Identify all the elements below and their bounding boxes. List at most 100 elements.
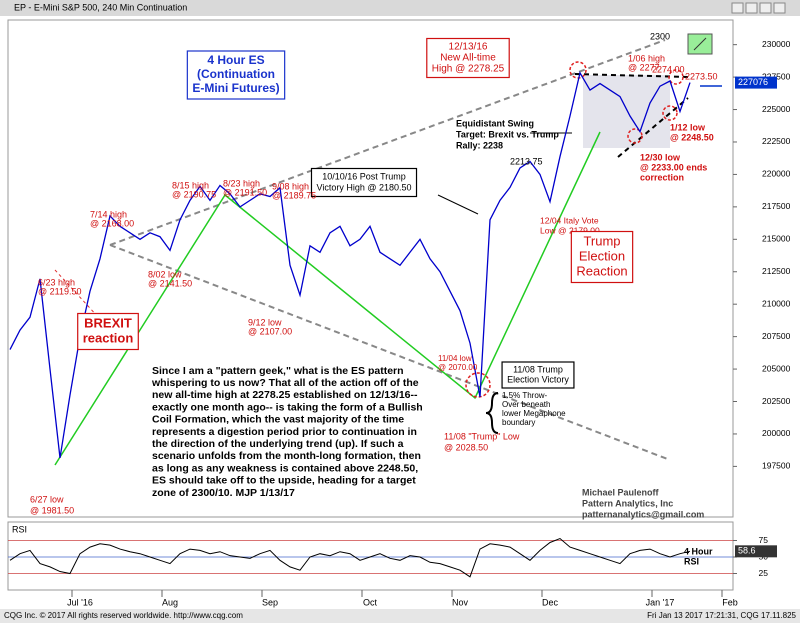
annotation-text: 9/12 low: [248, 317, 282, 327]
y-tick-label: 215000: [762, 234, 791, 244]
plot-frame: [7, 19, 734, 518]
annotation-text: Equidistant Swing: [456, 118, 534, 128]
annotation-text: 11/04 low: [438, 354, 472, 363]
annotation-text: 6/27 low: [30, 494, 64, 504]
annotation-text: exactly one month ago-- is taking the fo…: [152, 401, 423, 413]
last-value-tag: [735, 76, 777, 89]
button[interactable]: [773, 2, 786, 14]
y-tick-label: 230000: [762, 39, 791, 49]
annotation-text: @ 2070.00: [438, 363, 478, 372]
annotation-text: Trump: [583, 233, 620, 248]
x-tick-label: Aug: [162, 597, 178, 607]
annotation: 6/23 high@ 2119.50: [38, 277, 82, 296]
annotation-text: boundary: [502, 418, 535, 427]
annotation-box: [570, 230, 634, 284]
annotation-text: lower Megaphone: [502, 409, 566, 418]
annotation-text: @ 2168.00: [90, 218, 134, 228]
y-tick-label: 210000: [762, 298, 791, 308]
target-arrow: [693, 37, 707, 51]
annotation-text: Since I am a "pattern geek," what is the…: [152, 365, 404, 377]
annotation-text: 2274.00: [652, 64, 685, 74]
price-line: [9, 71, 691, 459]
annotation-text: 12/04 Italy Vote: [540, 215, 599, 225]
annotation-text: 7/14 high: [90, 209, 127, 219]
annotation-text: (Continuation: [197, 67, 275, 81]
annotation-text: New All-time: [440, 53, 496, 64]
button[interactable]: [731, 2, 744, 14]
annotation-text: @ 2248.50: [670, 132, 714, 142]
annotation-text: @ 2107.00: [248, 326, 292, 336]
x-tick-label: Oct: [363, 597, 378, 607]
button[interactable]: [759, 2, 772, 14]
annotation: 8/02 low@ 2141.50: [148, 269, 192, 288]
x-tick-label: Dec: [542, 597, 559, 607]
button[interactable]: [745, 2, 758, 14]
annotation: 11/08 "Trump" Low@ 2028.50: [444, 431, 520, 452]
annotation-text: 12/13/16: [449, 42, 488, 53]
annotation-text: 2273.50: [685, 71, 718, 81]
circle: [465, 372, 491, 398]
annotation: Since I am a "pattern geek," what is the…: [151, 365, 423, 499]
annotation-text: patternanalytics@gmail.com: [582, 509, 704, 519]
annotation-text: reaction: [83, 330, 134, 345]
annotation-text: @ 2191.50: [223, 187, 267, 197]
circle: [627, 128, 643, 144]
y-tick-label: 212500: [762, 266, 791, 276]
footer-left: CQG Inc. © 2017 All rights reserved worl…: [4, 611, 243, 620]
y-tick-label: 205000: [762, 363, 791, 373]
upper-trendline: [109, 39, 666, 246]
footer-right: Fri Jan 13 2017 17:21:31, CQG 17.11.825: [647, 611, 796, 620]
annotation-text: 2300: [650, 31, 670, 41]
annotation-text: the direction of the underlying trend (u…: [152, 438, 404, 450]
x-tick-label: Jul '16: [67, 597, 93, 607]
annotation-text: @ 2141.50: [148, 278, 192, 288]
x-tick-label: Jan '17: [646, 597, 675, 607]
annotation: 2273.50: [685, 71, 718, 81]
y-tick-label: 207500: [762, 331, 791, 341]
annotation-text: new all-time high at 2278.25 established…: [152, 389, 418, 401]
annotation: 9/12 low@ 2107.00: [248, 317, 292, 336]
annotation-text: 6/23 high: [38, 277, 75, 287]
annotation-text: as long as any weakness is contained abo…: [152, 462, 418, 474]
y-tick-label: 227500: [762, 71, 791, 81]
annotation-box: [77, 312, 139, 351]
annotation: 8/15 high@ 2190.75: [172, 180, 216, 199]
window-title: EP - E-Mini S&P 500, 240 Min Continuatio…: [14, 2, 187, 12]
annotation-text: 11/08 Trump: [513, 364, 563, 374]
price-line: [9, 537, 691, 578]
annotation-text: Reaction: [576, 263, 627, 278]
annotation: 7/14 high@ 2168.00: [90, 209, 134, 228]
last-value-tag: [735, 545, 777, 558]
annotation-text: 4 Hour ES: [207, 53, 264, 67]
annotation-text: 1/06 high: [628, 53, 665, 63]
annotation-text: @ 2233.00 ends: [640, 162, 707, 172]
annotation: 2300: [650, 31, 670, 41]
annotation-text: correction: [640, 172, 684, 182]
window-buttons[interactable]: [731, 2, 786, 14]
annotation-text: Election Victory: [507, 374, 569, 384]
highlight-circles: [465, 61, 684, 398]
annotation-text: Over beneath: [502, 400, 550, 409]
coil-bottom: [617, 97, 689, 158]
annotation-text: 1/12 low: [670, 122, 706, 132]
y-tick-label: 202500: [762, 396, 791, 406]
circle: [668, 69, 684, 85]
annotation: 1/12 low@ 2248.50: [670, 122, 714, 142]
y-tick-label: 200000: [762, 428, 791, 438]
x-tick-label: Sep: [262, 597, 278, 607]
annotation-text: ES should take off to the upside, headin…: [152, 475, 416, 487]
circle: [569, 61, 587, 79]
last-value: 58.6: [738, 546, 756, 556]
swing-lines: [54, 131, 601, 466]
y-tick-label: 197500: [762, 461, 791, 471]
annotation-text: @ 2190.75: [172, 189, 216, 199]
annotation: 6/27 low@ 1981.50: [30, 494, 74, 515]
annotation-text: BREXIT: [84, 315, 132, 330]
rsi-frame: [7, 521, 734, 591]
